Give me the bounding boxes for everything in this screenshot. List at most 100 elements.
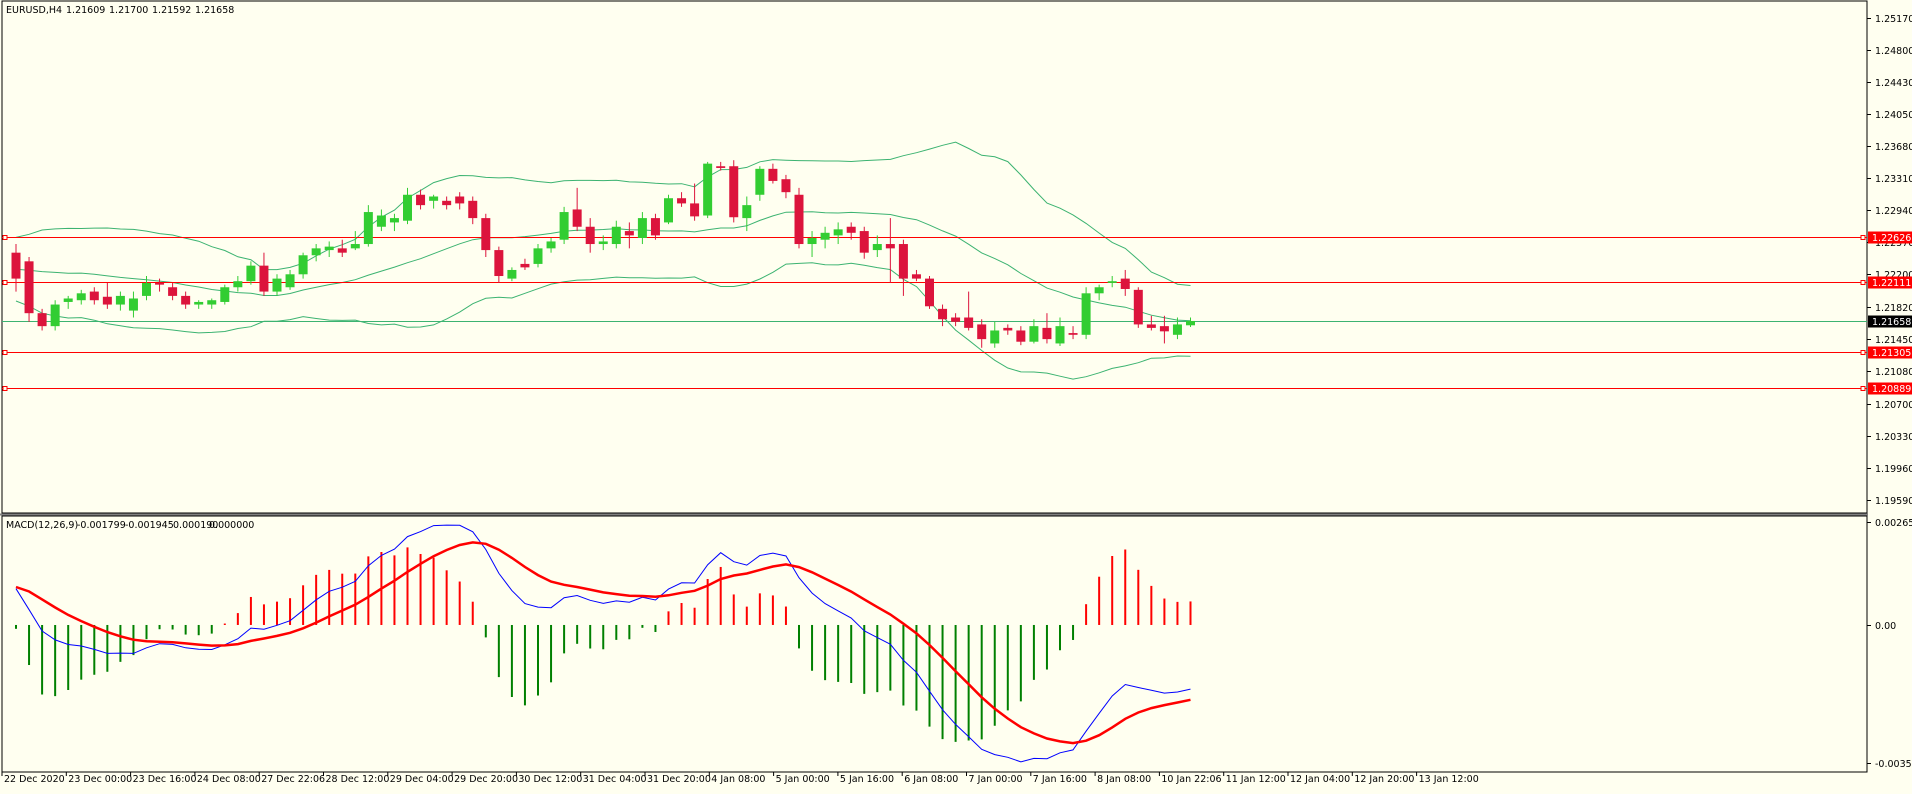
candle-body-10 xyxy=(142,282,151,296)
candle-body-23 xyxy=(311,248,321,256)
time-axis-label-21: 12 Jan 20:00 xyxy=(1354,774,1414,785)
macd-panel[interactable] xyxy=(1,515,1868,773)
level-tag-4 xyxy=(1868,382,1912,395)
candle-body-84 xyxy=(1107,281,1117,283)
macd-layer xyxy=(15,524,1192,763)
price-panel[interactable] xyxy=(1,0,1868,514)
candle-body-22 xyxy=(298,255,308,275)
ohlc-high: 1.21700 xyxy=(109,5,148,16)
candle-body-15 xyxy=(207,300,217,305)
candle-body-2 xyxy=(37,313,47,327)
ohlc-low: 1.21592 xyxy=(152,5,191,16)
candle-body-7 xyxy=(102,296,112,305)
level-anchor-right-2 xyxy=(1860,280,1866,285)
level-anchor-right-4 xyxy=(1860,386,1866,391)
price-chart-title: EURUSD,H4 xyxy=(6,5,62,16)
candle-body-40 xyxy=(533,248,543,264)
candle-body-83 xyxy=(1094,287,1104,294)
macd-value-zero: 0.000000 xyxy=(209,520,254,531)
candle-body-58 xyxy=(768,168,778,181)
candle-body-12 xyxy=(168,287,178,296)
candle-body-21 xyxy=(285,274,295,288)
candle-body-55 xyxy=(729,166,739,218)
candle-body-54 xyxy=(716,166,726,168)
macd-axis-label-0: 0.002658 xyxy=(1875,518,1912,529)
candle-body-24 xyxy=(324,246,334,251)
candle-body-37 xyxy=(494,250,504,277)
candle-body-76 xyxy=(1003,327,1013,331)
candle-body-9 xyxy=(128,298,138,311)
current-price-tag-label: 1.21658 xyxy=(1872,317,1911,328)
price-axis-label-4: 1.23680 xyxy=(1875,142,1912,153)
price-axis-label-2: 1.24430 xyxy=(1875,78,1912,89)
candle-body-51 xyxy=(677,198,687,204)
time-axis-label-9: 31 Dec 04:00 xyxy=(583,774,647,785)
level-anchor-right-1 xyxy=(1860,235,1866,240)
axis-layer: 1.25170 1.24800 1.24430 1.24050 1.23680 1.233… xyxy=(1,14,1912,785)
macd-axis-label-2: -0.003554 xyxy=(1875,759,1912,770)
time-axis-label-20: 12 Jan 04:00 xyxy=(1290,774,1350,785)
candle-body-27 xyxy=(363,212,373,245)
price-axis-label-0: 1.25170 xyxy=(1875,14,1912,25)
candle-body-81 xyxy=(1068,333,1078,335)
candle-body-72 xyxy=(951,317,961,322)
candle-body-16 xyxy=(220,287,230,302)
candle-body-6 xyxy=(89,291,99,301)
candle-body-56 xyxy=(742,205,752,219)
candle-body-53 xyxy=(703,163,713,216)
price-axis-label-5: 1.23310 xyxy=(1875,174,1912,185)
bollinger-lower xyxy=(15,262,1191,380)
time-axis-label-5: 28 Dec 12:00 xyxy=(326,774,390,785)
candle-body-8 xyxy=(115,295,125,305)
time-axis-label-17: 8 Jan 08:00 xyxy=(1097,774,1151,785)
time-axis-label-2: 23 Dec 16:00 xyxy=(133,774,197,785)
price-layer xyxy=(2,141,1867,391)
candle-body-65 xyxy=(859,231,869,253)
candle-body-80 xyxy=(1055,326,1065,344)
candle-body-68 xyxy=(898,244,908,279)
candle-body-78 xyxy=(1029,326,1039,342)
candle-body-36 xyxy=(481,218,491,251)
price-axis-label-14: 1.19960 xyxy=(1875,464,1912,475)
candle-body-77 xyxy=(1016,330,1026,342)
level-tag-1 xyxy=(1868,231,1912,244)
candle-body-5 xyxy=(76,293,86,301)
candle-body-73 xyxy=(964,317,974,328)
time-axis-label-8: 30 Dec 12:00 xyxy=(518,774,582,785)
candle-body-43 xyxy=(572,209,582,227)
candle-body-61 xyxy=(807,237,817,245)
price-axis-label-8: 1.22200 xyxy=(1875,270,1912,281)
level-tag-2 xyxy=(1868,276,1912,289)
time-axis-label-16: 7 Jan 16:00 xyxy=(1033,774,1087,785)
candle-body-30 xyxy=(403,194,412,221)
time-axis-label-15: 7 Jan 00:00 xyxy=(969,774,1023,785)
macd-value-hist: 0.000190 xyxy=(173,520,218,531)
ohlc-close: 1.21658 xyxy=(195,5,234,16)
price-axis-label-11: 1.21080 xyxy=(1875,367,1912,378)
time-axis-label-13: 5 Jan 16:00 xyxy=(840,774,894,785)
candle-body-82 xyxy=(1081,293,1091,335)
candle-body-38 xyxy=(507,269,517,279)
candle-body-74 xyxy=(977,324,987,340)
candle-body-89 xyxy=(1172,324,1182,335)
price-axis-label-13: 1.20330 xyxy=(1875,432,1912,443)
candle-body-3 xyxy=(50,304,60,327)
bollinger-middle xyxy=(15,211,1191,322)
candle-body-86 xyxy=(1133,289,1143,325)
candle-body-19 xyxy=(259,265,269,292)
time-axis-label-18: 10 Jan 22:06 xyxy=(1161,774,1221,785)
candle-body-90 xyxy=(1186,320,1195,326)
candle-body-71 xyxy=(938,308,948,320)
candle-body-79 xyxy=(1042,327,1052,340)
candle-body-41 xyxy=(546,241,556,249)
macd-signal-line xyxy=(15,541,1191,745)
candle-body-13 xyxy=(181,295,191,305)
candle-body-49 xyxy=(650,218,660,236)
price-axis-label-6: 1.22940 xyxy=(1875,206,1912,217)
candle-body-46 xyxy=(611,226,621,245)
candle-body-35 xyxy=(468,200,478,219)
level-tag-label-4: 1.20889 xyxy=(1872,384,1911,395)
candle-body-17 xyxy=(233,281,243,288)
